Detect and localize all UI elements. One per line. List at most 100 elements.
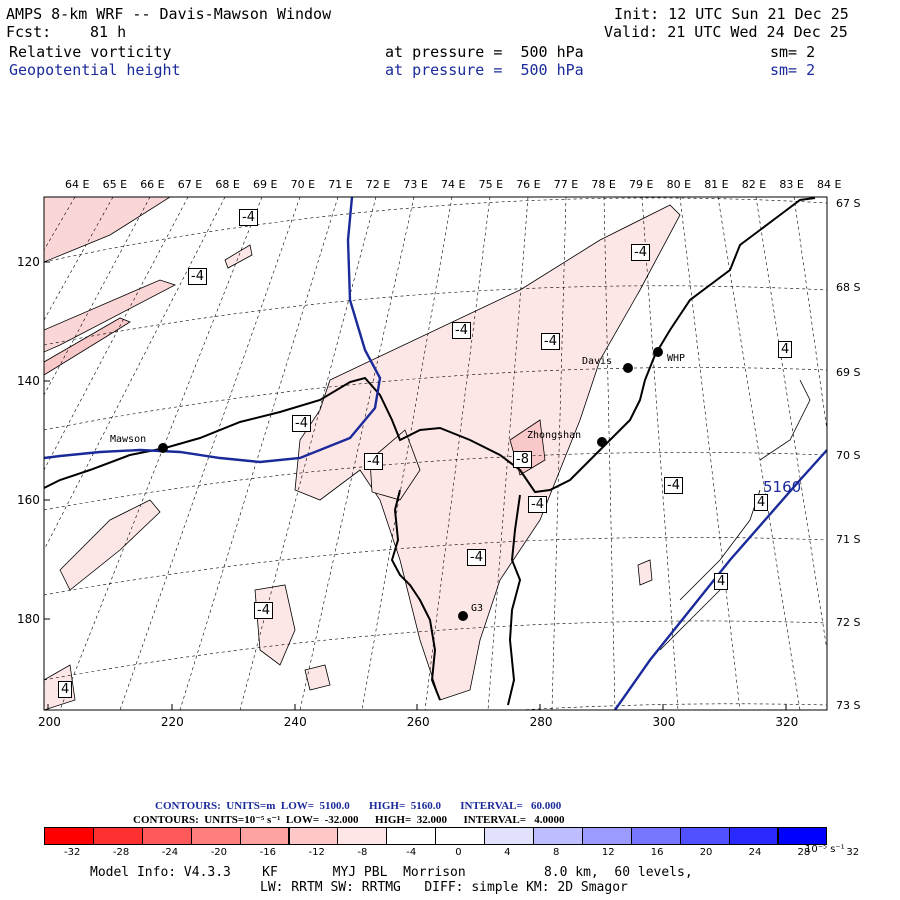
latitude-label: 71 S: [836, 533, 861, 546]
colorbar-tick-label: 4: [504, 847, 511, 858]
x-tick-label: 300: [652, 715, 676, 729]
station-label-davis: Davis: [582, 356, 613, 367]
longitude-label: 67 E: [177, 178, 203, 191]
longitude-label: 77 E: [553, 178, 579, 191]
vorticity-contour-info: CONTOURS: UNITS=10⁻⁵ s⁻¹ LOW= -32.000 HI…: [133, 814, 565, 826]
longitude-label: 74 E: [441, 178, 466, 191]
model-info: Model Info: V4.3.3 KF MYJ PBL Morrison 8…: [90, 865, 693, 880]
colorbar-tick-label: 24: [748, 847, 762, 858]
station-label-mawson: Mawson: [110, 434, 147, 445]
x-tick-label: 320: [775, 715, 799, 729]
colorbar-segment: [435, 827, 486, 845]
colorbar-tick-label: -12: [308, 847, 325, 858]
colorbar-segment: [581, 827, 632, 845]
latitude-label: 70 S: [836, 449, 861, 462]
contour-label: -4: [467, 549, 486, 566]
x-tick-label: 220: [160, 715, 184, 729]
colorbar-units: 10⁻⁵ s⁻¹: [805, 844, 845, 855]
graticule: [44, 197, 827, 710]
x-tick-label: 280: [529, 715, 553, 729]
map-frame: [43, 196, 828, 711]
colorbar-segment: [777, 827, 828, 845]
longitude-label: 70 E: [290, 178, 316, 191]
forecast-value: 81 h: [90, 23, 127, 41]
colorbar-tick-label: 8: [553, 847, 560, 858]
physics-info: LW: RRTM SW: RRTMG DIFF: simple KM: 2D S…: [260, 880, 628, 895]
colorbar-segment: [92, 827, 143, 845]
x-tick-label: 240: [283, 715, 307, 729]
contour-label: -4: [664, 477, 683, 494]
contour-label: -4: [254, 602, 273, 619]
field1-smoothing: sm= 2: [770, 43, 816, 61]
station-marker: [623, 363, 633, 373]
longitude-label: 78 E: [591, 178, 616, 191]
colorbar-segment: [679, 827, 730, 845]
colorbar-segment: [533, 827, 583, 845]
station-marker: [653, 347, 663, 357]
longitude-label: 71 E: [328, 178, 353, 191]
latitude-label: 67 S: [836, 197, 861, 210]
longitude-label: 66 E: [140, 178, 165, 191]
colorbar-tick-label: -24: [161, 847, 179, 858]
colorbar-tick-label: 12: [601, 847, 615, 858]
station-label-whp: WHP: [667, 353, 686, 364]
geopotential-contours: [44, 197, 827, 710]
colorbar-segment: [288, 827, 339, 845]
y-tick-label: 140: [17, 374, 40, 388]
colorbar-segment: [141, 827, 192, 845]
longitude-label: 72 E: [365, 178, 391, 191]
forecast-label: Fcst:: [6, 23, 52, 41]
contour-label: -8: [513, 451, 532, 468]
colorbar-segment: [484, 827, 534, 845]
contour-label: 4: [714, 573, 729, 590]
height-contour-label: 5160: [763, 478, 802, 496]
y-tick-label: 180: [17, 612, 40, 626]
field2-level: at pressure = 500 hPa: [385, 61, 584, 79]
coastline: [44, 197, 816, 706]
station-marker: [158, 443, 168, 453]
x-tick-label: 200: [38, 715, 61, 729]
y-tick-label: 120: [17, 255, 40, 269]
colorbar-tick-label: -16: [259, 847, 276, 858]
colorbar-segment: [190, 827, 241, 845]
longitude-label: 73 E: [403, 178, 428, 191]
colorbar-tick-label: 28: [797, 847, 811, 858]
station-label-zhongshan: Zhongshan: [527, 430, 582, 441]
field2-smoothing: sm= 2: [770, 61, 816, 79]
longitude-label: 76 E: [516, 178, 541, 191]
colorbar-segment: [728, 827, 779, 845]
station-label-g3: G3: [471, 603, 484, 614]
colorbar-tick-label: -32: [64, 847, 81, 858]
station-marker: [597, 437, 607, 447]
init-time: Init: 12 UTC Sun 21 Dec 25: [614, 5, 849, 23]
contour-label: -4: [528, 496, 547, 513]
latitude-label: 68 S: [836, 281, 861, 294]
longitude-label: 79 E: [629, 178, 654, 191]
colorbar-tick-label: 32: [846, 847, 860, 858]
model-title: AMPS 8-km WRF -- Davis-Mawson Window: [6, 5, 332, 23]
y-tick-label: 160: [17, 493, 40, 507]
longitude-label: 82 E: [741, 178, 767, 191]
vorticity-contours: [659, 379, 811, 651]
latitude-label: 72 S: [836, 616, 861, 629]
colorbar-tick-label: 20: [699, 847, 713, 858]
colorbar-segment: [386, 827, 437, 845]
x-tick-label: 260: [406, 715, 430, 729]
colorbar-segment: [630, 827, 681, 845]
contour-label: 4: [754, 494, 769, 511]
contour-label: -4: [364, 453, 383, 470]
field1-level: at pressure = 500 hPa: [385, 43, 584, 61]
valid-time: Valid: 21 UTC Wed 24 Dec 25: [604, 23, 848, 41]
longitude-label: 69 E: [253, 178, 278, 191]
axis-ticks: [44, 261, 787, 710]
longitude-label: 75 E: [478, 178, 504, 191]
latitude-label: 69 S: [836, 366, 861, 379]
colorbar-segment: [337, 827, 388, 845]
colorbar-tick-label: 16: [650, 847, 664, 858]
longitude-label: 84 E: [817, 178, 842, 191]
longitude-label: 83 E: [779, 178, 804, 191]
contour-label: 4: [778, 341, 793, 358]
longitude-label: 81 E: [704, 178, 729, 191]
field2-name: Geopotential height: [9, 61, 181, 79]
